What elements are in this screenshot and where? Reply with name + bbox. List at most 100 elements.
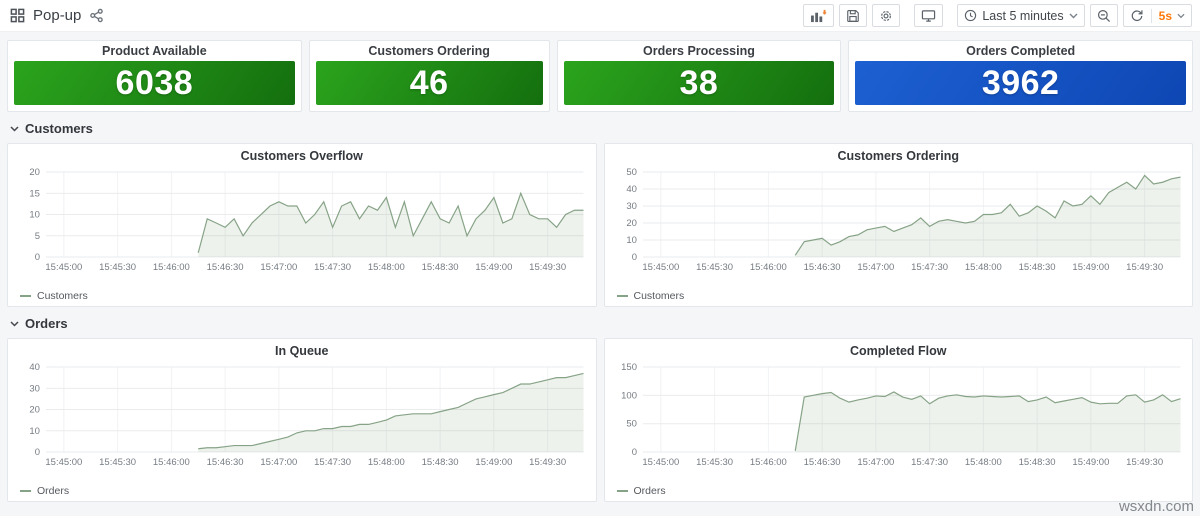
- svg-text:15:48:30: 15:48:30: [1018, 262, 1055, 273]
- panel-title[interactable]: Customers Ordering: [837, 149, 960, 163]
- stat-title[interactable]: Product Available: [102, 44, 207, 58]
- legend-series-marker: [616, 295, 628, 297]
- svg-text:15:46:30: 15:46:30: [803, 262, 840, 273]
- settings-button[interactable]: [872, 4, 901, 27]
- panel-title[interactable]: In Queue: [275, 344, 329, 358]
- chevron-down-icon: [1069, 13, 1078, 19]
- svg-text:15:48:00: 15:48:00: [368, 262, 405, 273]
- refresh-icon: [1130, 9, 1144, 23]
- panel-title[interactable]: Completed Flow: [849, 344, 947, 358]
- svg-text:15:45:00: 15:45:00: [642, 457, 679, 468]
- legend-series-marker: [20, 490, 31, 492]
- svg-text:15:49:00: 15:49:00: [475, 262, 512, 273]
- svg-text:15:49:00: 15:49:00: [1072, 262, 1109, 273]
- panel-completed-flow: Completed Flow 0 50 100 150 15:45:00 15:45:30…: [603, 338, 1193, 502]
- svg-text:5: 5: [35, 231, 40, 242]
- legend-series-marker: [616, 490, 628, 492]
- svg-text:40: 40: [626, 184, 637, 195]
- divider: [1150, 8, 1152, 23]
- svg-text:10: 10: [29, 210, 40, 221]
- svg-text:20: 20: [29, 405, 40, 416]
- time-range-label: Last 5 minutes: [982, 8, 1064, 23]
- svg-text:15:49:00: 15:49:00: [1072, 457, 1109, 468]
- chevron-down-icon: [10, 320, 19, 327]
- legend-series-label: Orders: [37, 485, 70, 497]
- svg-text:15:45:30: 15:45:30: [696, 262, 733, 273]
- refresh-interval-dropdown[interactable]: 5s: [1122, 4, 1192, 27]
- panel-customers-ordering: Customers Ordering 0 10 20 30 40 50 15:45:00 15…: [603, 143, 1193, 307]
- stat-title[interactable]: Orders Completed: [966, 44, 1076, 58]
- clock-icon: [964, 9, 977, 22]
- legend-series-label: Orders: [633, 485, 666, 497]
- stat-panel-orders-processing: Orders Processing 38: [556, 40, 842, 112]
- zoom-out-button[interactable]: [1089, 4, 1118, 27]
- stat-row: Product Available 6038 Customers Orderin…: [7, 40, 1193, 112]
- svg-text:15:46:30: 15:46:30: [207, 457, 244, 468]
- time-series-chart[interactable]: 0 50 100 150 15:45:00 15:45:30 15:46:00 15:46:3…: [609, 360, 1189, 483]
- legend-series-label: Customers: [37, 290, 88, 302]
- stat-panel-product-available: Product Available 6038: [7, 40, 302, 112]
- svg-text:0: 0: [631, 252, 636, 263]
- time-series-chart[interactable]: 0 5 10 15 20 15:45:00 15:45:30 15:46:00 15:46:30…: [12, 165, 592, 288]
- time-series-chart[interactable]: 0 10 20 30 40 15:45:00 15:45:30 15:46:00 15:46:3…: [12, 360, 592, 483]
- svg-text:15:49:00: 15:49:00: [475, 457, 512, 468]
- svg-text:15:47:00: 15:47:00: [857, 457, 894, 468]
- svg-text:15:48:30: 15:48:30: [1018, 457, 1055, 468]
- panel-customers-overflow: Customers Overflow 0 5 10 15 20 15:45:00 15:45…: [7, 143, 597, 307]
- stat-panel-customers-ordering: Customers Ordering 46: [308, 40, 550, 112]
- dashboard-body: Product Available 6038 Customers Orderin…: [0, 32, 1200, 502]
- chevron-down-icon: [1177, 13, 1185, 19]
- svg-text:15:45:30: 15:45:30: [696, 457, 733, 468]
- legend[interactable]: Customers: [609, 288, 1189, 304]
- legend[interactable]: Customers: [12, 288, 592, 304]
- svg-text:15:49:30: 15:49:30: [1126, 262, 1163, 273]
- svg-text:15:49:30: 15:49:30: [529, 262, 566, 273]
- svg-text:15:45:00: 15:45:00: [45, 262, 82, 273]
- svg-text:15:48:00: 15:48:00: [964, 262, 1001, 273]
- save-button[interactable]: [839, 4, 868, 27]
- time-series-chart[interactable]: 0 10 20 30 40 50 15:45:00 15:45:30 15:46:00 15:46…: [609, 165, 1189, 288]
- legend-series-label: Customers: [633, 290, 685, 302]
- svg-text:15:47:00: 15:47:00: [857, 262, 894, 273]
- svg-text:150: 150: [621, 362, 637, 373]
- row-toggle-customers[interactable]: Customers: [7, 112, 1193, 143]
- add-panel-button[interactable]: [803, 4, 835, 27]
- svg-text:15:45:00: 15:45:00: [45, 457, 82, 468]
- svg-text:15:46:30: 15:46:30: [207, 262, 244, 273]
- dashboard-grid-icon[interactable]: [10, 8, 25, 23]
- svg-text:0: 0: [631, 447, 636, 458]
- add-panel-icon: [810, 9, 828, 23]
- stat-title[interactable]: Orders Processing: [642, 44, 755, 58]
- stat-title[interactable]: Customers Ordering: [368, 44, 490, 58]
- row-toggle-orders[interactable]: Orders: [7, 307, 1193, 338]
- tv-mode-button[interactable]: [914, 4, 944, 27]
- monitor-icon: [921, 9, 936, 23]
- page-title: Pop-up: [33, 7, 82, 24]
- share-icon[interactable]: [89, 8, 104, 23]
- panel-title[interactable]: Customers Overflow: [240, 149, 363, 163]
- stat-panel-orders-completed: Orders Completed 3962: [848, 40, 1193, 112]
- svg-text:15:45:30: 15:45:30: [99, 262, 136, 273]
- svg-text:15:49:30: 15:49:30: [1126, 457, 1163, 468]
- svg-text:15:48:00: 15:48:00: [964, 457, 1001, 468]
- zoom-out-icon: [1097, 9, 1111, 23]
- svg-text:15: 15: [29, 188, 40, 199]
- legend[interactable]: Orders: [609, 483, 1189, 499]
- refresh-interval-label: 5s: [1158, 8, 1172, 23]
- time-range-picker[interactable]: Last 5 minutes: [957, 4, 1085, 27]
- svg-text:15:46:00: 15:46:00: [749, 262, 786, 273]
- chart-row-customers: Customers Overflow 0 5 10 15 20 15:45:00 15:45…: [7, 143, 1193, 307]
- svg-text:15:47:30: 15:47:30: [314, 262, 351, 273]
- svg-text:15:46:00: 15:46:00: [153, 262, 190, 273]
- stat-value: 38: [563, 61, 835, 105]
- top-bar: Pop-up: [0, 0, 1200, 32]
- watermark: wsxdn.com: [1118, 498, 1194, 515]
- svg-text:15:47:30: 15:47:30: [911, 262, 948, 273]
- save-icon: [846, 9, 860, 23]
- svg-text:0: 0: [35, 252, 40, 263]
- svg-text:15:46:00: 15:46:00: [153, 457, 190, 468]
- svg-text:15:48:30: 15:48:30: [422, 262, 459, 273]
- legend[interactable]: Orders: [12, 483, 592, 499]
- svg-text:15:45:30: 15:45:30: [99, 457, 136, 468]
